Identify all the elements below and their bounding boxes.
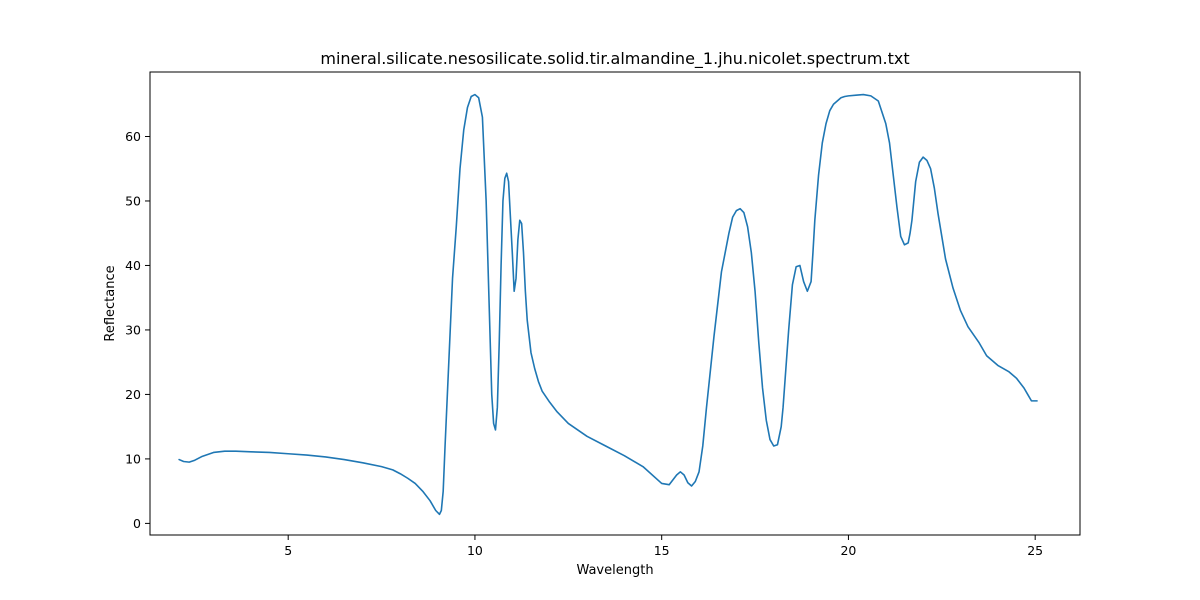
y-tick-label: 30 — [125, 322, 141, 337]
series-line — [178, 93, 1038, 516]
plot-area — [178, 93, 1038, 516]
y-tick-label: 20 — [125, 387, 141, 402]
plot-frame — [149, 71, 1081, 536]
chart-title: mineral.silicate.nesosilicate.solid.tir.… — [320, 49, 909, 69]
x-tick-label: 10 — [467, 543, 483, 558]
y-tick-label: 0 — [133, 516, 141, 531]
y-tick-label: 60 — [125, 129, 141, 144]
axis-ticks: 5 10 15 20 25 0 10 20 30 40 50 60 — [125, 129, 1043, 558]
y-tick-label: 50 — [125, 193, 141, 208]
y-tick-label: 10 — [125, 451, 141, 466]
x-tick-label: 20 — [840, 543, 856, 558]
x-axis-label: Wavelength — [576, 563, 653, 578]
x-tick-label: 15 — [654, 543, 670, 558]
y-tick-label: 40 — [125, 258, 141, 273]
x-tick-label: 25 — [1027, 543, 1043, 558]
x-tick-label: 5 — [284, 543, 292, 558]
y-axis-label: Reflectance — [103, 265, 118, 341]
